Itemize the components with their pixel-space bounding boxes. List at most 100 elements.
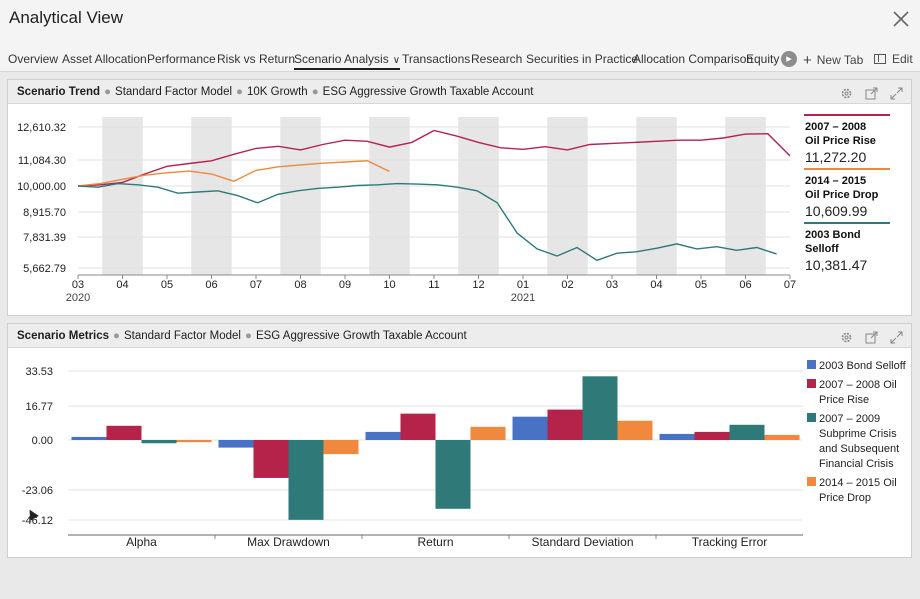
y-tick-label: 12,610.32	[17, 122, 66, 134]
scenario-metrics-chart: 33.53 16.77 0.00 -23.06 -46.12 Alpha Max Drawd…	[22, 360, 907, 549]
x-tick-label: 07	[250, 279, 262, 291]
legend-label: Price Rise	[819, 394, 869, 406]
legend-label: 2007 – 2008	[805, 121, 866, 133]
bar	[106, 425, 142, 440]
edit-button[interactable]: Edit	[874, 52, 913, 66]
series-line	[77, 182, 777, 262]
month-band	[102, 117, 143, 275]
legend-label: Oil Price Drop	[805, 189, 879, 201]
scenario-metrics-panel: Scenario Metrics ● Standard Factor Model ● E…	[7, 323, 912, 558]
legend-label: 2003 Bond	[805, 229, 861, 241]
bar	[659, 433, 695, 440]
x-tick-label: 04	[650, 279, 662, 291]
x-tick-label: 02	[561, 279, 573, 291]
legend-value: 10,609.99	[805, 203, 867, 219]
legend-value: 10,381.47	[805, 257, 867, 273]
bar	[288, 440, 324, 520]
x-tick-label: 06	[205, 279, 217, 291]
bar	[253, 440, 289, 478]
bar	[435, 440, 471, 509]
legend-label: and Subsequent	[819, 443, 899, 455]
y-tick-label: 10,000.00	[17, 181, 66, 193]
month-band	[280, 117, 321, 275]
tab-bar: Overview Asset Allocation Performance Ri…	[0, 40, 920, 72]
x-tick-label: 03	[606, 279, 618, 291]
legend-label: 2014 – 2015	[805, 175, 866, 187]
x-tick-label: 05	[695, 279, 707, 291]
tab-performance[interactable]: Performance	[147, 52, 216, 66]
chevron-down-icon: ∨	[392, 55, 401, 66]
tab-equity[interactable]: Equity	[746, 52, 779, 66]
bar	[470, 426, 506, 440]
expand-icon[interactable]	[890, 85, 903, 100]
popout-icon[interactable]	[865, 85, 878, 100]
bar	[365, 431, 401, 440]
tab-label: Research	[471, 52, 523, 66]
legend-label: 2007 – 2008 Oil	[819, 379, 897, 391]
tab-transactions[interactable]: Transactions	[402, 52, 470, 66]
title-bar: Analytical View	[0, 0, 920, 40]
x-tick-label: 10	[383, 279, 395, 291]
x-tick-label: 03	[72, 279, 84, 291]
tab-asset-allocation[interactable]: Asset Allocation	[62, 52, 147, 66]
bar	[764, 434, 800, 440]
tab-label: Asset Allocation	[62, 52, 147, 66]
tab-scenario-analysis[interactable]: Scenario Analysis ∨	[294, 52, 401, 70]
legend-label: Oil Price Rise	[805, 135, 876, 147]
edit-layout-icon	[874, 54, 886, 64]
category-label: Tracking Error	[692, 535, 768, 549]
tab-label: Allocation Comparison	[633, 52, 754, 66]
x-tick-label: 08	[294, 279, 306, 291]
year-label: 2021	[511, 292, 535, 304]
tab-risk-vs-return[interactable]: Risk vs Return	[217, 52, 295, 66]
panel-title: Scenario Metrics	[17, 330, 110, 342]
new-tab-button[interactable]: + New Tab	[803, 52, 863, 69]
close-icon[interactable]	[890, 8, 912, 30]
gear-icon[interactable]	[840, 85, 853, 99]
legend-swatch	[807, 360, 816, 369]
gear-icon[interactable]	[840, 329, 853, 343]
legend-label: Price Drop	[819, 492, 871, 504]
series-line	[77, 129, 791, 187]
tab-securities-in-practice[interactable]: Securities in Practice	[526, 52, 638, 66]
month-band	[369, 117, 410, 275]
breadcrumb-item: ESG Aggressive Growth Taxable Account	[322, 86, 534, 98]
tab-label: Overview	[8, 52, 59, 66]
tab-label: Securities in Practice	[526, 52, 639, 66]
bar	[176, 440, 212, 443]
category-label: Max Drawdown	[247, 535, 330, 549]
tab-label: Scenario Analysis	[294, 52, 389, 66]
tab-label: Equity	[746, 52, 780, 66]
legend-label: 2007 – 2009	[819, 413, 880, 425]
x-tick-label: 11	[428, 279, 439, 291]
tab-label: Transactions	[402, 52, 471, 66]
tab-allocation-comparison[interactable]: Allocation Comparison	[633, 52, 753, 66]
x-tick-label: 07	[784, 279, 796, 291]
legend-swatch	[807, 379, 816, 388]
breadcrumb-item: ESG Aggressive Growth Taxable Account	[255, 330, 467, 342]
y-tick-label: 33.53	[25, 366, 53, 378]
bar	[141, 440, 177, 444]
plus-icon: +	[803, 52, 812, 69]
legend-label: Subprime Crisis	[819, 428, 897, 440]
y-tick-label: 8,915.70	[23, 207, 66, 219]
legend-label: 2014 – 2015 Oil	[819, 477, 897, 489]
bar	[547, 409, 583, 440]
category-label: Return	[417, 535, 453, 549]
more-tabs-button[interactable]: ▸	[781, 51, 797, 67]
category-label: Alpha	[126, 535, 157, 549]
legend-label: Selloff	[805, 243, 839, 255]
popout-icon[interactable]	[865, 329, 878, 344]
tab-overview[interactable]: Overview	[8, 52, 58, 66]
y-tick-label: 0.00	[32, 435, 53, 447]
expand-icon[interactable]	[890, 329, 903, 344]
breadcrumb-item: Standard Factor Model	[124, 330, 241, 342]
tab-research[interactable]: Research	[471, 52, 522, 66]
y-tick-label: 7,831.39	[23, 232, 66, 244]
month-band	[725, 117, 766, 275]
new-tab-label: New Tab	[816, 53, 864, 67]
y-tick-label: -23.06	[22, 485, 53, 497]
legend-value: 11,272.20	[805, 149, 866, 165]
y-tick-label: 11,084.30	[18, 155, 66, 167]
panel-header: Scenario Metrics ● Standard Factor Model ● E…	[8, 324, 911, 348]
